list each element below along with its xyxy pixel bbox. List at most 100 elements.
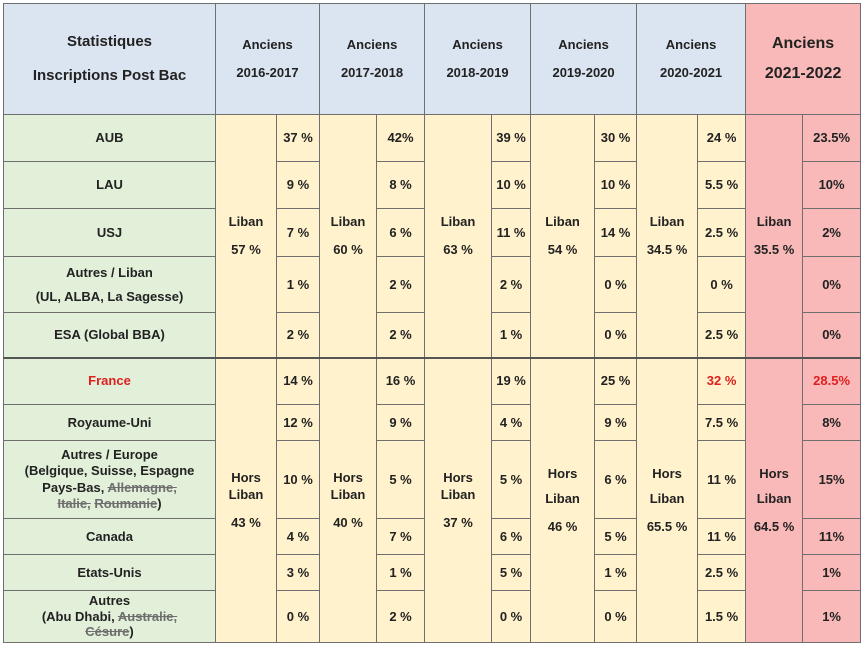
value-cell: 7 % (376, 518, 426, 555)
value-cell: 32 % (697, 356, 747, 405)
value-cell: 2 % (275, 312, 321, 358)
liban-total-2018-2019: Liban 63 % (424, 114, 493, 358)
row-label-esa: ESA (Global BBA) (3, 312, 216, 358)
value-cell: 11 % (697, 518, 747, 555)
table-row: AUB Liban 57 % 37 % Liban 60 % 42% Liban 63… (3, 114, 862, 358)
value-cell: 4 % (275, 518, 321, 555)
table-row: Autres (Abu Dhabi, Australie, Césure) 0 … (3, 590, 862, 643)
header-row: Statistiques Inscriptions Post Bac Ancie… (3, 3, 862, 115)
value-cell: 0 % (594, 312, 638, 358)
value-cell: 10 % (491, 161, 532, 209)
table-row: USJ 7 % 6 % 11 % 14 % 2.5 % 2% (3, 208, 862, 257)
table-row: ESA (Global BBA) 2 % 2 % 1 % 0 % 2.5 % 0… (3, 312, 862, 358)
value-cell: 23.5% (802, 114, 862, 162)
value-cell: 11% (802, 518, 862, 555)
value-cell: 6 % (594, 440, 638, 519)
table-row: France Hors Liban 43 % 14 % Hors Liban 40 % … (3, 356, 862, 643)
value-cell: 14 % (275, 356, 321, 405)
row-label-etats-unis: Etats-Unis (3, 554, 216, 591)
value-cell: 9 % (594, 404, 638, 441)
row-label-lau: LAU (3, 161, 216, 209)
table-row: Canada 4 % 7 % 6 % 5 % 11 % 11% (3, 518, 862, 555)
value-cell: 2.5 % (697, 554, 747, 591)
table-row: LAU 9 % 8 % 10 % 10 % 5.5 % 10% (3, 161, 862, 209)
table-row: Royaume-Uni 12 % 9 % 4 % 9 % 7.5 % 8% (3, 404, 862, 441)
table-row: Autres / Liban (UL, ALBA, La Sagesse) 1 … (3, 256, 862, 313)
value-cell: 2.5 % (697, 312, 747, 358)
value-cell: 2 % (376, 312, 426, 358)
table-title: Statistiques Inscriptions Post Bac (3, 3, 216, 115)
year-header-2017-2018: Anciens 2017-2018 (319, 3, 426, 115)
hors-liban-total-2019-2020: Hors Liban 46 % (530, 356, 596, 643)
value-cell: 9 % (376, 404, 426, 441)
liban-total-2016-2017: Liban 57 % (215, 114, 277, 358)
value-cell: 5 % (594, 518, 638, 555)
liban-total-2021-2022: Liban 35.5 % (745, 114, 804, 358)
value-cell: 11 % (697, 440, 747, 519)
value-cell: 0 % (275, 590, 321, 643)
value-cell: 0 % (491, 590, 532, 643)
value-cell: 5.5 % (697, 161, 747, 209)
value-cell: 14 % (594, 208, 638, 257)
hors-liban-total-2016-2017: Hors Liban 43 % (215, 356, 277, 643)
value-cell: 16 % (376, 356, 426, 405)
hors-liban-total-2021-2022: Hors Liban 64.5 % (745, 356, 804, 643)
value-cell: 1.5 % (697, 590, 747, 643)
value-cell: 39 % (491, 114, 532, 162)
row-label-usj: USJ (3, 208, 216, 257)
value-cell: 6 % (376, 208, 426, 257)
value-cell: 5 % (491, 440, 532, 519)
year-header-2021-2022: Anciens 2021-2022 (745, 3, 862, 115)
value-cell: 0% (802, 256, 862, 313)
row-label-royaume-uni: Royaume-Uni (3, 404, 216, 441)
row-label-autres-europe: Autres / Europe (Belgique, Suisse, Espag… (3, 440, 216, 519)
value-cell: 0 % (594, 256, 638, 313)
value-cell: 3 % (275, 554, 321, 591)
value-cell: 37 % (275, 114, 321, 162)
value-cell: 8 % (376, 161, 426, 209)
value-cell: 1 % (275, 256, 321, 313)
row-label-autres: Autres (Abu Dhabi, Australie, Césure) (3, 590, 216, 643)
year-header-2020-2021: Anciens 2020-2021 (636, 3, 747, 115)
value-cell: 0 % (594, 590, 638, 643)
value-cell: 2% (802, 208, 862, 257)
value-cell: 0 % (697, 256, 747, 313)
value-cell: 7.5 % (697, 404, 747, 441)
year-header-2019-2020: Anciens 2019-2020 (530, 3, 638, 115)
value-cell: 1 % (594, 554, 638, 591)
value-cell: 10% (802, 161, 862, 209)
value-cell: 10 % (594, 161, 638, 209)
value-cell: 2.5 % (697, 208, 747, 257)
value-cell: 2 % (376, 256, 426, 313)
value-cell: 2 % (376, 590, 426, 643)
year-header-2016-2017: Anciens 2016-2017 (214, 3, 321, 115)
value-cell: 6 % (491, 518, 532, 555)
value-cell: 15% (802, 440, 862, 519)
value-cell: 1 % (491, 312, 532, 358)
value-cell: 19 % (491, 356, 532, 405)
value-cell: 12 % (275, 404, 321, 441)
row-label-france: France (3, 356, 216, 405)
value-cell: 9 % (275, 161, 321, 209)
value-cell: 1% (802, 590, 862, 643)
value-cell: 4 % (491, 404, 532, 441)
hors-liban-total-2020-2021: Hors Liban 65.5 % (636, 356, 699, 643)
value-cell: 11 % (491, 208, 532, 257)
value-cell: 7 % (275, 208, 321, 257)
row-label-canada: Canada (3, 518, 216, 555)
year-header-2018-2019: Anciens 2018-2019 (424, 3, 532, 115)
liban-total-2019-2020: Liban 54 % (530, 114, 596, 358)
row-label-aub: AUB (3, 114, 216, 162)
row-label-autres-liban: Autres / Liban (UL, ALBA, La Sagesse) (3, 256, 216, 313)
value-cell: 24 % (697, 114, 747, 162)
value-cell: 30 % (594, 114, 638, 162)
value-cell: 10 % (275, 440, 321, 519)
value-cell: 8% (802, 404, 862, 441)
liban-total-2017-2018: Liban 60 % (319, 114, 378, 358)
table-row: Autres / Europe (Belgique, Suisse, Espag… (3, 440, 862, 519)
value-cell: 28.5% (802, 356, 862, 405)
liban-total-2020-2021: Liban 34.5 % (636, 114, 699, 358)
value-cell: 5 % (491, 554, 532, 591)
hors-liban-total-2017-2018: Hors Liban 40 % (319, 356, 378, 643)
statistics-table: Statistiques Inscriptions Post Bac Ancie… (3, 3, 862, 643)
